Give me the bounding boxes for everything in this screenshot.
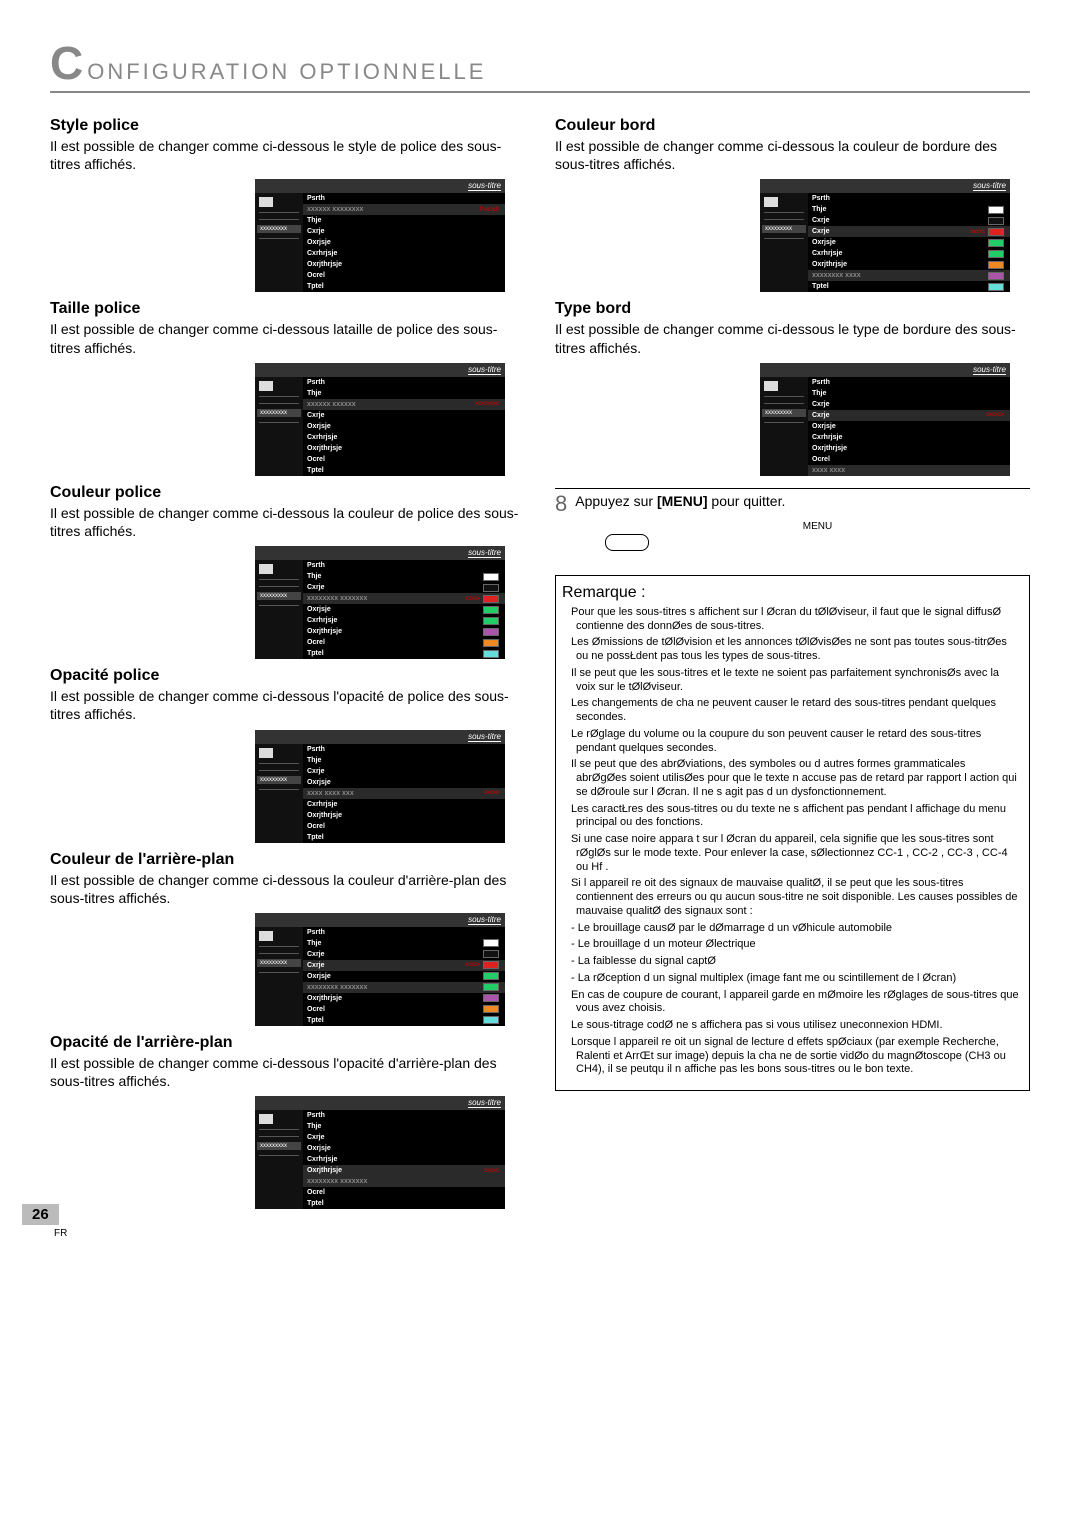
desc-opacite-police: Il est possible de changer comme ci-dess… — [50, 687, 525, 723]
head-taille-police: Taille police — [50, 300, 525, 318]
remark-body: Pour que les sous-titres s affichent sur… — [566, 606, 1019, 1077]
desc-type-bord: Il est possible de changer comme ci-dess… — [555, 320, 1030, 356]
menu-button-illustration: MENU — [605, 521, 1030, 551]
remark-line: En cas de coupure de courant, l appareil… — [566, 989, 1019, 1017]
menu-label: MENU — [803, 521, 832, 532]
head-type-bord: Type bord — [555, 300, 1030, 318]
mockup-couleur-police: sous-titre xxxxxxxxx Psrth Thje Cxrje xx… — [255, 546, 505, 659]
desc-couleur-bord: Il est possible de changer comme ci-dess… — [555, 137, 1030, 173]
remark-line: Si une case noire appara t sur l Øcran d… — [566, 833, 1019, 874]
desc-style-police: Il est possible de changer comme ci-dess… — [50, 137, 525, 173]
remark-line: - Le brouillage d un moteur Ølectrique — [566, 938, 1019, 952]
step-divider — [555, 488, 1030, 489]
head-opacite-bg: Opacité de l'arrière-plan — [50, 1034, 525, 1052]
remark-line: Les Ømissions de tØlØvision et les annon… — [566, 636, 1019, 664]
remark-line: Si l appareil re oit des signaux de mauv… — [566, 877, 1019, 918]
mockup-taille-police: sous-titre xxxxxxxxx Psrth Thje xxxxxx x… — [255, 363, 505, 476]
head-couleur-bord: Couleur bord — [555, 117, 1030, 135]
remark-title: Remarque : — [562, 584, 1019, 602]
remark-line: Il se peut que les sous-titres et le tex… — [566, 667, 1019, 695]
step-8: 8 Appuyez sur [MENU] pour quitter. — [555, 493, 1030, 515]
col-right: Couleur bord Il est possible de changer … — [555, 111, 1030, 1217]
mockup-couleur-bord: sous-titre xxxxxxxxx Psrth Thje Cxrje Cx… — [760, 179, 1010, 292]
remark-line: Les changements de cha ne peuvent causer… — [566, 697, 1019, 725]
mockup-opacite-police: sous-titre xxxxxxxxx Psrth Thje Cxrje Ox… — [255, 730, 505, 843]
remark-line: Il se peut que des abrØviations, des sym… — [566, 758, 1019, 799]
desc-couleur-bg: Il est possible de changer comme ci-dess… — [50, 871, 525, 907]
remark-line: - La faiblesse du signal captØ — [566, 955, 1019, 969]
remark-line: - La rØception d un signal multiplex (im… — [566, 972, 1019, 986]
mockup-opacite-bg: sous-titre xxxxxxxxx Psrth Thje Cxrje Ox… — [255, 1096, 505, 1209]
head-couleur-bg: Couleur de l'arrière-plan — [50, 851, 525, 869]
columns: Style police Il est possible de changer … — [50, 111, 1030, 1217]
head-opacite-police: Opacité police — [50, 667, 525, 685]
page-title-row: C ONFIGURATION OPTIONNELLE — [50, 40, 1030, 93]
remark-line: - Le brouillage causØ par le dØmarrage d… — [566, 922, 1019, 936]
remark-line: Pour que les sous-titres s affichent sur… — [566, 606, 1019, 634]
remark-line: Les caractŁres des sous-titres ou du tex… — [566, 803, 1019, 831]
page: C ONFIGURATION OPTIONNELLE Style police … — [0, 0, 1080, 1247]
step-text: Appuyez sur [MENU] pour quitter. — [575, 493, 785, 509]
page-lang: FR — [54, 1228, 67, 1239]
mockup-style-police: sous-titre xxxxxxxxx Psrth xxxxxx xxxxxx… — [255, 179, 505, 292]
head-style-police: Style police — [50, 117, 525, 135]
desc-opacite-bg: Il est possible de changer comme ci-dess… — [50, 1054, 525, 1090]
mockup-couleur-bg: sous-titre xxxxxxxxx Psrth Thje Cxrje Cx… — [255, 913, 505, 1026]
title-cap: C — [50, 40, 85, 86]
desc-taille-police: Il est possible de changer comme ci-dess… — [50, 320, 525, 356]
step-num: 8 — [555, 493, 567, 515]
remark-line: Le rØglage du volume ou la coupure du so… — [566, 728, 1019, 756]
remark-line: Le sous-titrage codØ ne s affichera pas … — [566, 1019, 1019, 1033]
col-left: Style police Il est possible de changer … — [50, 111, 525, 1217]
menu-button-icon — [605, 534, 649, 551]
remark-box: Remarque : Pour que les sous-titres s af… — [555, 575, 1030, 1091]
page-number: 26 — [22, 1204, 59, 1225]
head-couleur-police: Couleur police — [50, 484, 525, 502]
remark-line: Lorsque l appareil re oit un signal de l… — [566, 1036, 1019, 1077]
mockup-type-bord: sous-titre xxxxxxxxx Psrth Thje Cxrje Cx… — [760, 363, 1010, 476]
title-rest: ONFIGURATION OPTIONNELLE — [85, 59, 486, 91]
desc-couleur-police: Il est possible de changer comme ci-dess… — [50, 504, 525, 540]
